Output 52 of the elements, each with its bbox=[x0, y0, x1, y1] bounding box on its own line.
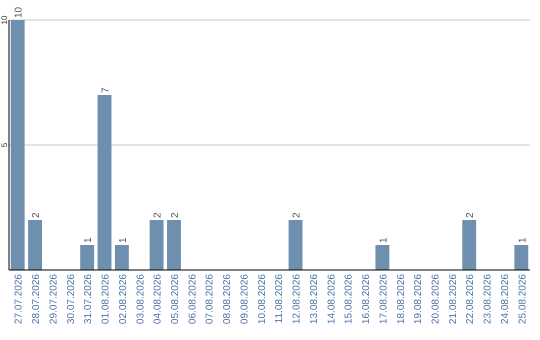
x-tick-label: 14.08.2026 bbox=[326, 274, 338, 324]
x-tick-label: 09.08.2026 bbox=[239, 274, 250, 324]
bar bbox=[167, 220, 181, 270]
x-tick-label: 01.08.2026 bbox=[100, 274, 112, 324]
x-tick-label: 04.08.2026 bbox=[152, 274, 164, 324]
x-tick-label: 18.08.2026 bbox=[396, 274, 407, 324]
x-tick-label: 29.07.2026 bbox=[48, 274, 60, 324]
x-tick-label: 19.08.2026 bbox=[413, 274, 424, 324]
data-label: 2 bbox=[170, 212, 181, 218]
x-tick-label: 21.08.2026 bbox=[448, 274, 459, 324]
bar bbox=[98, 95, 112, 270]
bar bbox=[114, 245, 129, 270]
x-tick-label: 27.07.2026 bbox=[14, 274, 25, 324]
x-tick-label: 03.08.2026 bbox=[135, 274, 146, 324]
x-tick-label: 25.08.2026 bbox=[517, 274, 528, 324]
x-tick-label: 12.08.2026 bbox=[292, 274, 303, 324]
x-tick-label: 08.08.2026 bbox=[222, 274, 234, 324]
x-tick-label: 06.08.2026 bbox=[187, 274, 198, 324]
x-tick-label: 13.08.2026 bbox=[308, 274, 320, 324]
bar bbox=[514, 245, 528, 270]
bar bbox=[288, 220, 302, 270]
bar bbox=[28, 220, 42, 270]
data-label: 1 bbox=[83, 237, 94, 243]
y-tick-label: 5 bbox=[0, 142, 9, 148]
data-label: 2 bbox=[152, 212, 164, 218]
x-tick-label: 30.07.2026 bbox=[66, 274, 77, 324]
x-tick-label: 20.08.2026 bbox=[430, 274, 442, 324]
x-tick-label: 11.08.2026 bbox=[274, 274, 286, 324]
data-label: 7 bbox=[100, 87, 112, 93]
x-tick-label: 10.08.2026 bbox=[256, 274, 268, 324]
bar bbox=[150, 220, 164, 270]
x-tick-label: 15.08.2026 bbox=[344, 274, 355, 324]
x-tick-label: 24.08.2026 bbox=[500, 274, 511, 324]
bar bbox=[462, 220, 476, 270]
data-label: 1 bbox=[378, 237, 390, 243]
x-tick-label: 02.08.2026 bbox=[118, 274, 129, 324]
x-tick-label: 31.07.2026 bbox=[83, 274, 94, 324]
x-tick-label: 22.08.2026 bbox=[465, 274, 476, 324]
data-label: 2 bbox=[292, 212, 303, 218]
data-label: 2 bbox=[465, 212, 476, 218]
data-label: 10 bbox=[14, 6, 25, 18]
data-label: 2 bbox=[31, 212, 42, 218]
data-label: 1 bbox=[517, 237, 528, 243]
bar bbox=[80, 245, 94, 270]
x-tick-label: 16.08.2026 bbox=[361, 274, 372, 324]
x-tick-label: 05.08.2026 bbox=[170, 274, 181, 324]
x-tick-label: 28.07.2026 bbox=[31, 274, 42, 324]
bar bbox=[375, 245, 390, 270]
x-tick-label: 07.08.2026 bbox=[204, 274, 216, 324]
data-label: 1 bbox=[118, 237, 129, 243]
x-tick-label: 23.08.2026 bbox=[482, 274, 494, 324]
x-tick-label: 17.08.2026 bbox=[378, 274, 390, 324]
